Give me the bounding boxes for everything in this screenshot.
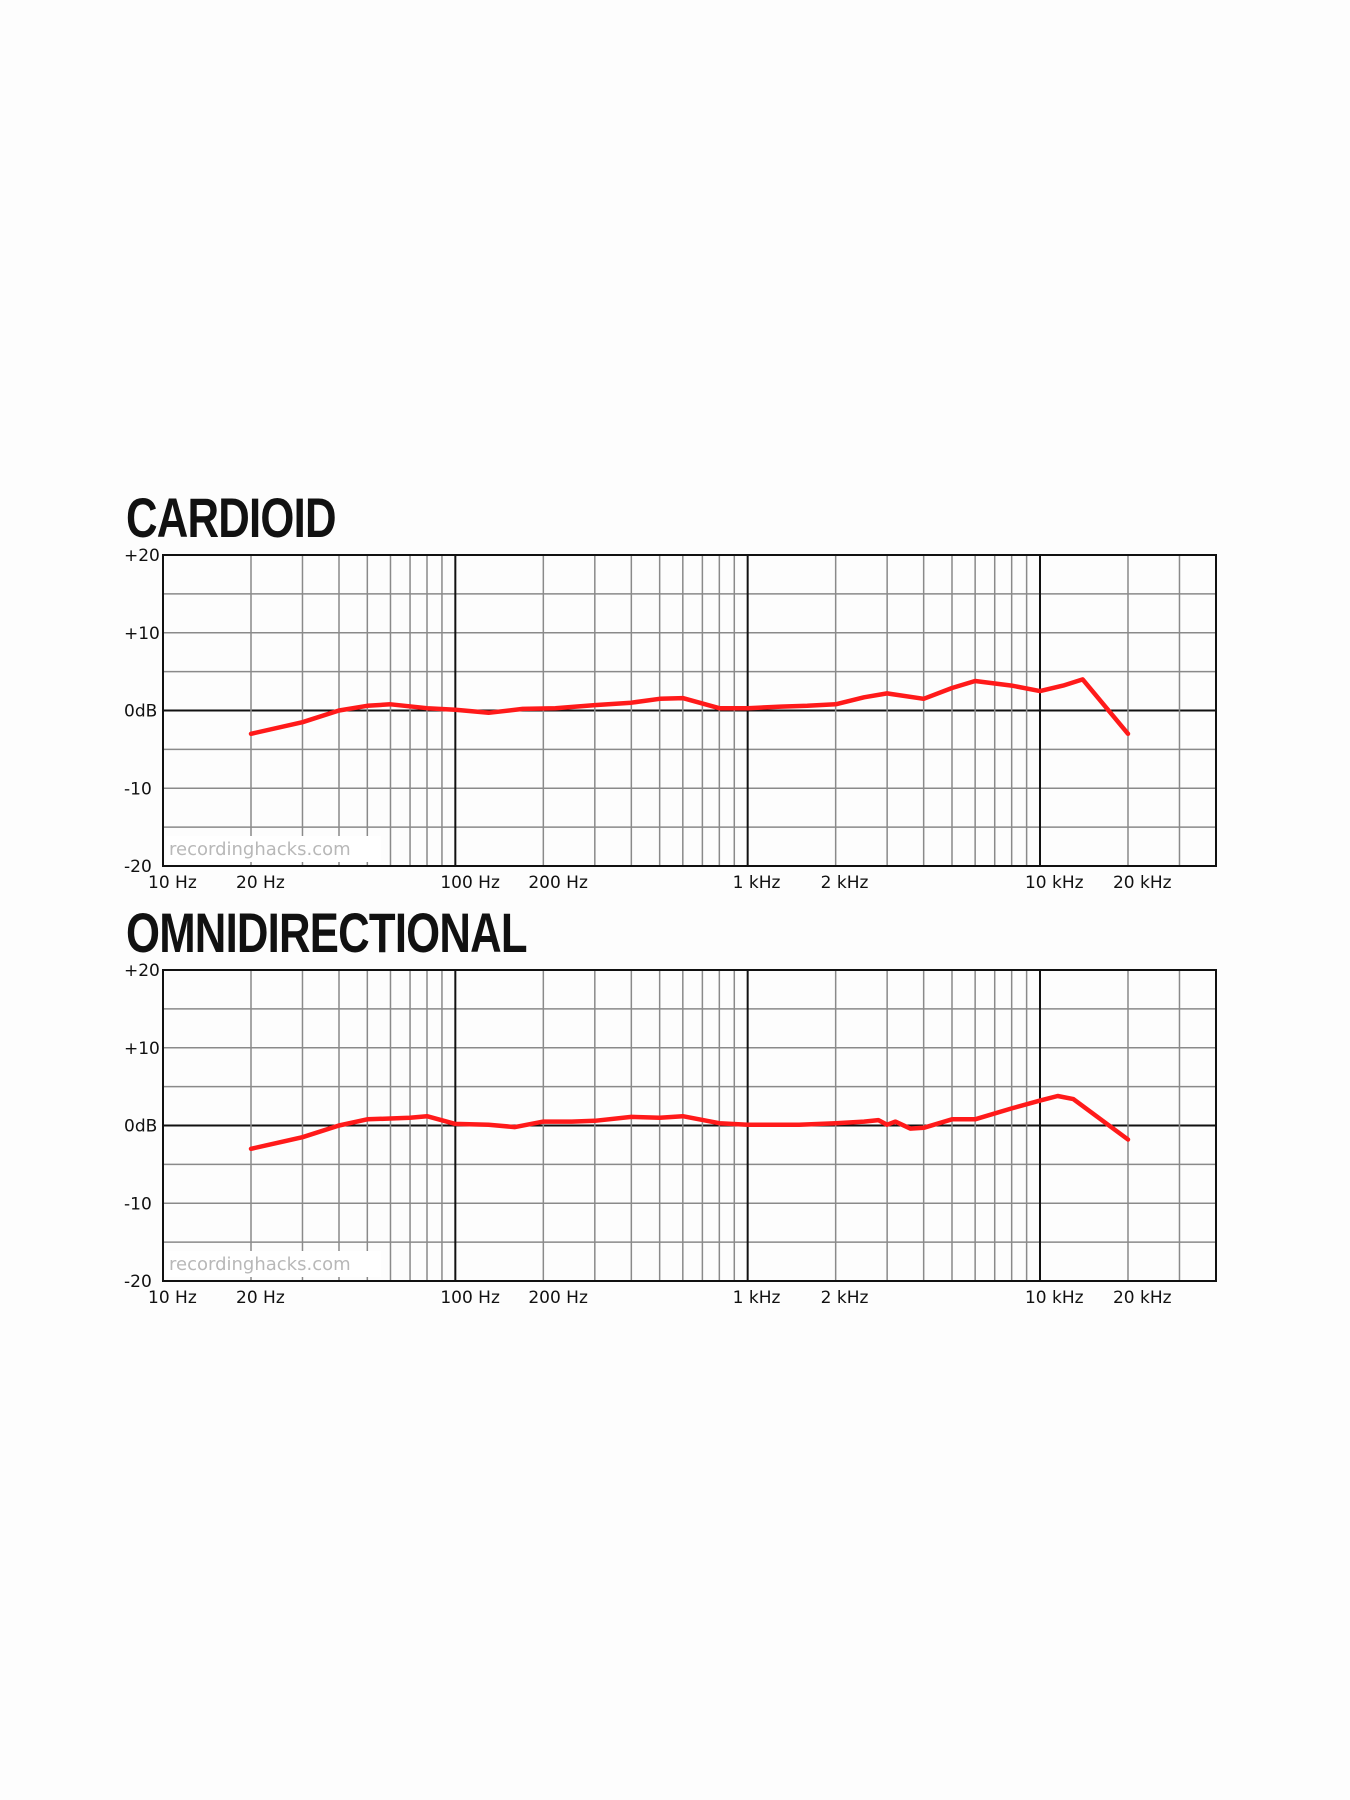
watermark-background bbox=[166, 836, 381, 862]
x-tick-label: 20 kHz bbox=[1113, 873, 1172, 893]
y-tick-label: +10 bbox=[124, 624, 160, 644]
x-tick-label: 200 Hz bbox=[528, 873, 588, 893]
x-tick-label: 100 Hz bbox=[440, 873, 500, 893]
y-tick-label: -10 bbox=[124, 779, 152, 799]
x-tick-label: 1 kHz bbox=[733, 1288, 781, 1308]
y-tick-label: -20 bbox=[124, 1272, 152, 1292]
y-tick-label: +10 bbox=[124, 1039, 160, 1059]
x-tick-label: 10 Hz bbox=[148, 873, 197, 893]
x-tick-label: 10 kHz bbox=[1025, 1288, 1084, 1308]
y-tick-label: -10 bbox=[124, 1194, 152, 1214]
x-tick-label: 20 Hz bbox=[236, 873, 285, 893]
y-tick-label: +20 bbox=[124, 961, 160, 981]
watermark-text: recordinghacks.com bbox=[169, 1254, 351, 1275]
response-curve bbox=[248, 677, 1131, 737]
chart-title: OMNIDIRECTIONAL bbox=[126, 901, 528, 964]
y-tick-label: -20 bbox=[124, 857, 152, 877]
x-tick-label: 2 kHz bbox=[821, 873, 869, 893]
x-tick-label: 20 kHz bbox=[1113, 1288, 1172, 1308]
x-tick-label: 100 Hz bbox=[440, 1288, 500, 1308]
watermark-text: recordinghacks.com bbox=[169, 839, 351, 860]
x-tick-label: 1 kHz bbox=[733, 873, 781, 893]
y-tick-label: +20 bbox=[124, 546, 160, 566]
y-tick-label: 0dB bbox=[124, 702, 157, 722]
watermark-background bbox=[166, 1251, 381, 1277]
y-tick-label: 0dB bbox=[124, 1117, 157, 1137]
x-tick-label: 10 Hz bbox=[148, 1288, 197, 1308]
plot-frame bbox=[162, 969, 1217, 1282]
x-tick-label: 20 Hz bbox=[236, 1288, 285, 1308]
plot-frame bbox=[162, 554, 1217, 867]
chart-title: CARDIOID bbox=[126, 486, 337, 549]
x-tick-label: 200 Hz bbox=[528, 1288, 588, 1308]
x-tick-label: 10 kHz bbox=[1025, 873, 1084, 893]
x-tick-label: 2 kHz bbox=[821, 1288, 869, 1308]
response-curve bbox=[248, 1093, 1131, 1152]
